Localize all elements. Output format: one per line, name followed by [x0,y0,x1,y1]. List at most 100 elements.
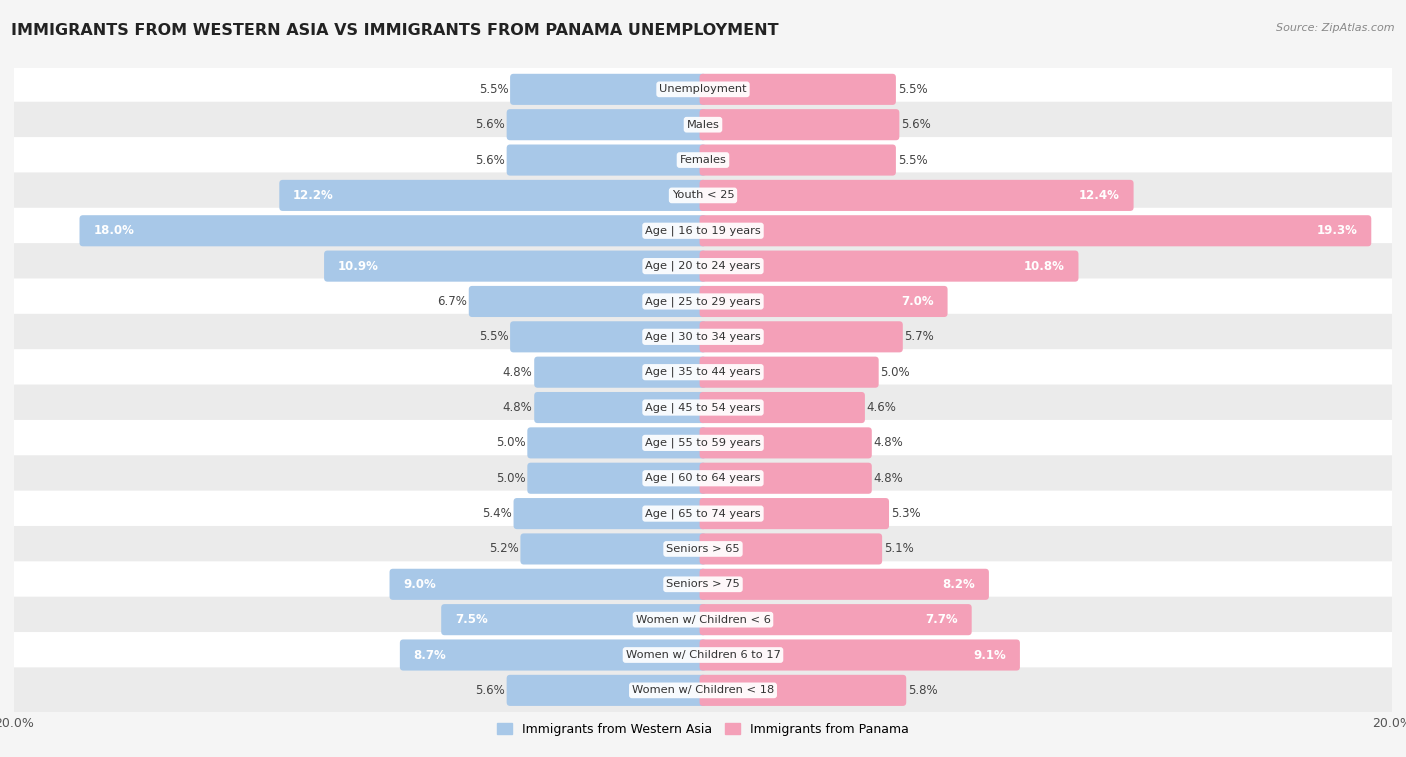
Text: 7.0%: 7.0% [901,295,934,308]
FancyBboxPatch shape [8,314,1398,360]
Text: 5.0%: 5.0% [496,436,526,450]
Text: Females: Females [679,155,727,165]
FancyBboxPatch shape [399,640,706,671]
Text: Age | 35 to 44 years: Age | 35 to 44 years [645,367,761,378]
FancyBboxPatch shape [8,101,1398,148]
Text: 7.7%: 7.7% [925,613,957,626]
Text: 5.8%: 5.8% [908,684,938,697]
FancyBboxPatch shape [700,251,1078,282]
FancyBboxPatch shape [700,357,879,388]
FancyBboxPatch shape [700,640,1019,671]
FancyBboxPatch shape [506,145,706,176]
FancyBboxPatch shape [8,632,1398,678]
Text: Age | 45 to 54 years: Age | 45 to 54 years [645,402,761,413]
FancyBboxPatch shape [700,109,900,140]
FancyBboxPatch shape [700,321,903,352]
FancyBboxPatch shape [700,674,907,706]
Text: IMMIGRANTS FROM WESTERN ASIA VS IMMIGRANTS FROM PANAMA UNEMPLOYMENT: IMMIGRANTS FROM WESTERN ASIA VS IMMIGRAN… [11,23,779,38]
FancyBboxPatch shape [700,145,896,176]
FancyBboxPatch shape [468,286,706,317]
Text: Women w/ Children < 18: Women w/ Children < 18 [631,685,775,696]
FancyBboxPatch shape [700,73,896,105]
Text: 4.8%: 4.8% [503,401,533,414]
Text: Seniors > 65: Seniors > 65 [666,544,740,554]
Text: Youth < 25: Youth < 25 [672,191,734,201]
FancyBboxPatch shape [8,137,1398,183]
FancyBboxPatch shape [700,498,889,529]
Text: Age | 20 to 24 years: Age | 20 to 24 years [645,261,761,271]
FancyBboxPatch shape [700,463,872,494]
Text: Age | 25 to 29 years: Age | 25 to 29 years [645,296,761,307]
Text: 5.5%: 5.5% [897,154,927,167]
FancyBboxPatch shape [513,498,706,529]
Legend: Immigrants from Western Asia, Immigrants from Panama: Immigrants from Western Asia, Immigrants… [492,718,914,740]
FancyBboxPatch shape [8,668,1398,713]
Text: Age | 16 to 19 years: Age | 16 to 19 years [645,226,761,236]
Text: 5.0%: 5.0% [496,472,526,484]
Text: 4.6%: 4.6% [866,401,897,414]
Text: 5.7%: 5.7% [904,330,934,344]
FancyBboxPatch shape [80,215,706,246]
FancyBboxPatch shape [441,604,706,635]
Text: 5.1%: 5.1% [884,543,914,556]
FancyBboxPatch shape [700,286,948,317]
FancyBboxPatch shape [8,455,1398,501]
Text: 12.4%: 12.4% [1078,189,1119,202]
FancyBboxPatch shape [527,428,706,459]
FancyBboxPatch shape [8,207,1398,254]
Text: 5.5%: 5.5% [897,83,927,96]
Text: Age | 60 to 64 years: Age | 60 to 64 years [645,473,761,484]
FancyBboxPatch shape [8,526,1398,572]
FancyBboxPatch shape [8,279,1398,325]
FancyBboxPatch shape [8,420,1398,466]
FancyBboxPatch shape [8,243,1398,289]
Text: 5.5%: 5.5% [479,330,509,344]
Text: 8.2%: 8.2% [942,578,976,590]
FancyBboxPatch shape [700,534,882,565]
Text: 8.7%: 8.7% [413,649,446,662]
FancyBboxPatch shape [510,321,706,352]
Text: 5.2%: 5.2% [489,543,519,556]
FancyBboxPatch shape [510,73,706,105]
FancyBboxPatch shape [700,180,1133,211]
Text: Age | 55 to 59 years: Age | 55 to 59 years [645,438,761,448]
FancyBboxPatch shape [700,428,872,459]
FancyBboxPatch shape [8,349,1398,395]
Text: 6.7%: 6.7% [437,295,467,308]
FancyBboxPatch shape [534,357,706,388]
Text: 5.6%: 5.6% [901,118,931,131]
Text: 5.0%: 5.0% [880,366,910,378]
FancyBboxPatch shape [8,67,1398,112]
Text: Males: Males [686,120,720,129]
Text: 12.2%: 12.2% [292,189,333,202]
Text: 5.6%: 5.6% [475,154,505,167]
FancyBboxPatch shape [8,173,1398,218]
Text: Women w/ Children 6 to 17: Women w/ Children 6 to 17 [626,650,780,660]
FancyBboxPatch shape [527,463,706,494]
FancyBboxPatch shape [700,569,988,600]
FancyBboxPatch shape [520,534,706,565]
FancyBboxPatch shape [8,491,1398,537]
FancyBboxPatch shape [506,674,706,706]
Text: 4.8%: 4.8% [503,366,533,378]
Text: 9.0%: 9.0% [404,578,436,590]
FancyBboxPatch shape [506,109,706,140]
Text: Unemployment: Unemployment [659,84,747,95]
FancyBboxPatch shape [8,385,1398,431]
FancyBboxPatch shape [8,597,1398,643]
Text: 5.6%: 5.6% [475,118,505,131]
Text: Seniors > 75: Seniors > 75 [666,579,740,589]
Text: 5.5%: 5.5% [479,83,509,96]
Text: Women w/ Children < 6: Women w/ Children < 6 [636,615,770,625]
Text: 5.6%: 5.6% [475,684,505,697]
Text: 5.3%: 5.3% [891,507,921,520]
FancyBboxPatch shape [389,569,706,600]
FancyBboxPatch shape [700,215,1371,246]
Text: Source: ZipAtlas.com: Source: ZipAtlas.com [1277,23,1395,33]
Text: Age | 30 to 34 years: Age | 30 to 34 years [645,332,761,342]
Text: 10.9%: 10.9% [337,260,378,273]
Text: 4.8%: 4.8% [873,436,903,450]
FancyBboxPatch shape [280,180,706,211]
Text: 18.0%: 18.0% [93,224,134,237]
Text: 7.5%: 7.5% [456,613,488,626]
